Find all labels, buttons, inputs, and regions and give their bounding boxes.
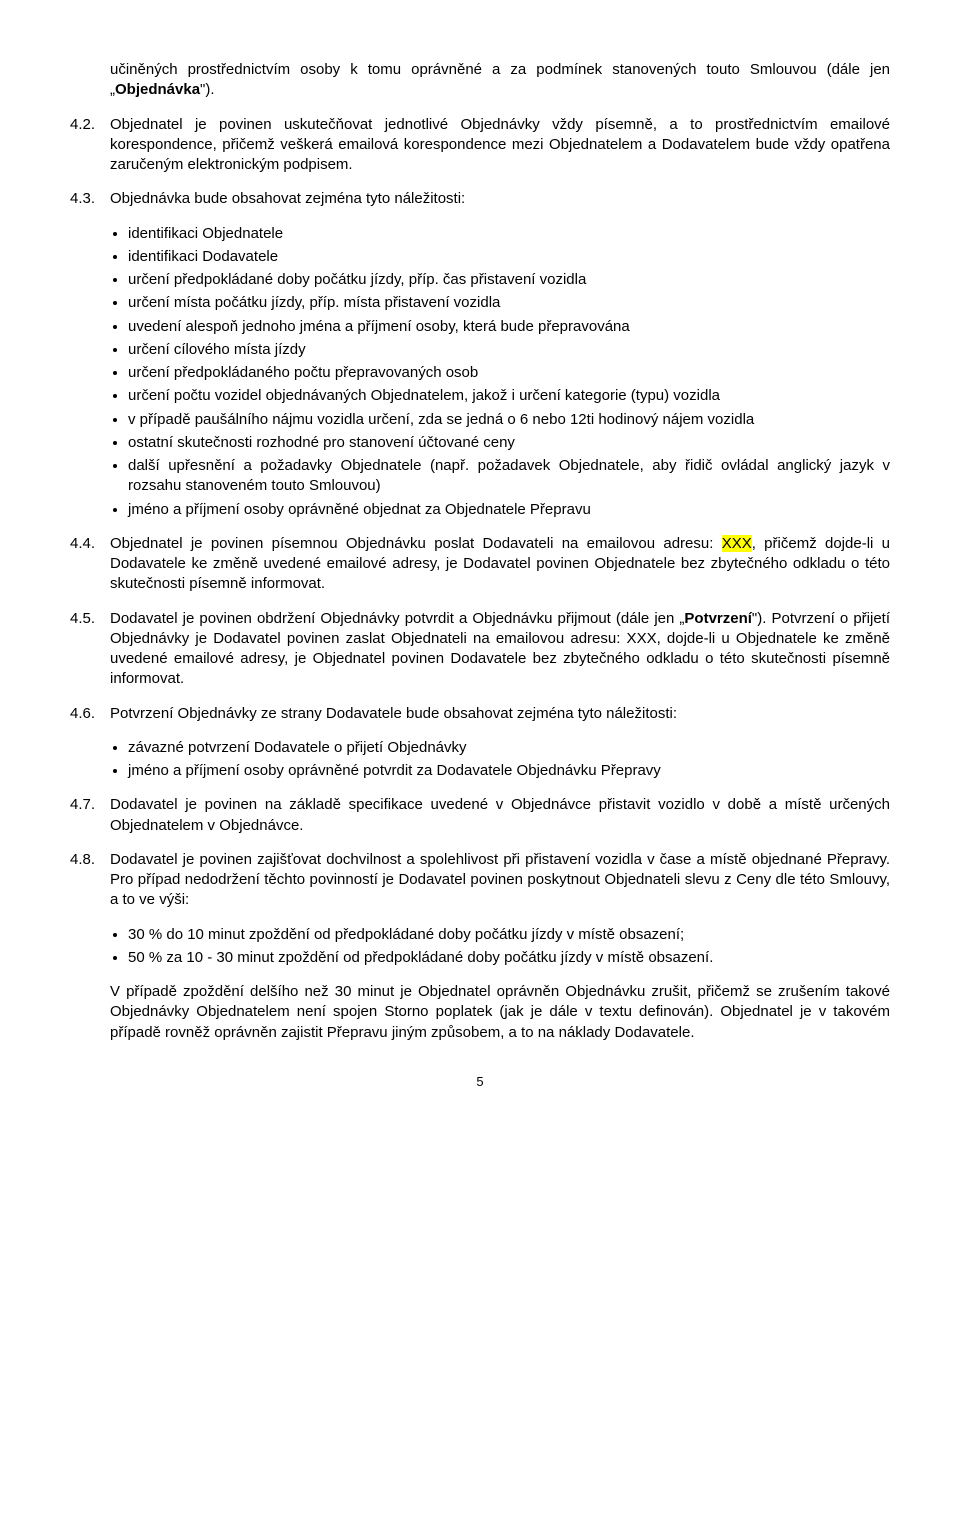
section-body: Dodavatel je povinen na základě specifik…: [110, 795, 890, 836]
page-number: 5: [70, 1073, 890, 1091]
para-intro: učiněných prostřednictvím osoby k tomu o…: [70, 60, 890, 101]
list-4-6: závazné potvrzení Dodavatele o přijetí O…: [70, 738, 890, 782]
section-4-8-tail: V případě zpoždění delšího než 30 minut …: [110, 982, 890, 1043]
section-body: Objednávka bude obsahovat zejména tyto n…: [110, 189, 890, 209]
list-item: ostatní skutečnosti rozhodné pro stanove…: [128, 433, 890, 453]
list-4-8: 30 % do 10 minut zpoždění od předpokláda…: [70, 925, 890, 969]
list-item: identifikaci Objednatele: [128, 224, 890, 244]
list-item: v případě paušálního nájmu vozidla určen…: [128, 410, 890, 430]
list-item: určení předpokládaného počtu přepravovan…: [128, 363, 890, 383]
section-num: 4.6.: [70, 704, 110, 724]
section-num: 4.8.: [70, 850, 110, 911]
highlight-email: XXX: [722, 535, 752, 552]
list-item: jméno a příjmení osoby oprávněné potvrdi…: [128, 761, 890, 781]
list-item: uvedení alespoň jednoho jména a příjmení…: [128, 317, 890, 337]
section-num: 4.7.: [70, 795, 110, 836]
section-num: 4.5.: [70, 609, 110, 690]
section-bold: Potvrzení: [684, 610, 752, 627]
section-body: Objednatel je povinen uskutečňovat jedno…: [110, 115, 890, 176]
list-item: určení místa počátku jízdy, příp. místa …: [128, 293, 890, 313]
section-num: 4.2.: [70, 115, 110, 176]
list-item: identifikaci Dodavatele: [128, 247, 890, 267]
section-4-6: 4.6. Potvrzení Objednávky ze strany Doda…: [70, 704, 890, 724]
section-num: 4.3.: [70, 189, 110, 209]
intro-text-a: učiněných prostřednictvím osoby k tomu o…: [110, 61, 890, 98]
list-item: určení počtu vozidel objednávaných Objed…: [128, 386, 890, 406]
list-item: určení předpokládané doby počátku jízdy,…: [128, 270, 890, 290]
section-num: 4.4.: [70, 534, 110, 595]
section-text-a: Dodavatel je povinen obdržení Objednávky…: [110, 610, 684, 627]
list-item: 30 % do 10 minut zpoždění od předpokláda…: [128, 925, 890, 945]
intro-text-b: ").: [200, 81, 215, 98]
list-4-3: identifikaci Objednatele identifikaci Do…: [70, 224, 890, 520]
section-4-8: 4.8. Dodavatel je povinen zajišťovat doc…: [70, 850, 890, 911]
list-item: další upřesnění a požadavky Objednatele …: [128, 456, 890, 497]
list-item: určení cílového místa jízdy: [128, 340, 890, 360]
list-item: 50 % za 10 - 30 minut zpoždění od předpo…: [128, 948, 890, 968]
list-item: jméno a příjmení osoby oprávněné objedna…: [128, 500, 890, 520]
section-body: Potvrzení Objednávky ze strany Dodavatel…: [110, 704, 890, 724]
section-4-7: 4.7. Dodavatel je povinen na základě spe…: [70, 795, 890, 836]
section-4-4: 4.4. Objednatel je povinen písemnou Obje…: [70, 534, 890, 595]
section-4-5: 4.5. Dodavatel je povinen obdržení Objed…: [70, 609, 890, 690]
section-text-a: Objednatel je povinen písemnou Objednávk…: [110, 535, 722, 552]
section-4-3: 4.3. Objednávka bude obsahovat zejména t…: [70, 189, 890, 209]
section-body: Dodavatel je povinen zajišťovat dochviln…: [110, 850, 890, 911]
intro-bold: Objednávka: [115, 81, 200, 98]
section-4-2: 4.2. Objednatel je povinen uskutečňovat …: [70, 115, 890, 176]
list-item: závazné potvrzení Dodavatele o přijetí O…: [128, 738, 890, 758]
